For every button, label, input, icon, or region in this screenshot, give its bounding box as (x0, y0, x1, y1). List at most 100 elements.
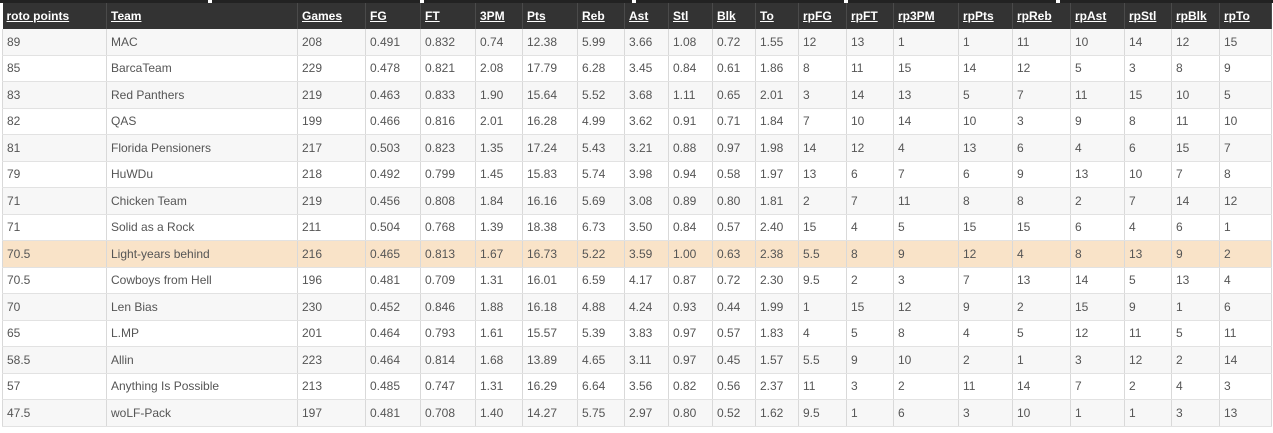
table-row[interactable]: 58.5 Allin 223 0.464 0.814 1.68 13.89 4.65 3.11 0… (2, 346, 1272, 374)
table-row[interactable]: 71 Chicken Team 219 0.456 0.808 1.84 16.16 5.69… (2, 187, 1272, 215)
table-row[interactable]: 82 QAS 199 0.466 0.816 2.01 16.28 4.99 3.62 0.91 0… (2, 108, 1272, 135)
cell-blk: 0.71 (712, 108, 756, 135)
cell-rpto: 15 (1219, 29, 1272, 56)
column-header-roto-points[interactable]: roto points (2, 3, 107, 29)
column-header-rpto[interactable]: rpTo (1219, 3, 1272, 29)
table-row[interactable]: 70.5 Light-years behind 216 0.465 0.813 1.67 1… (2, 240, 1272, 268)
table-row[interactable]: 85 BarcaTeam 229 0.478 0.821 2.08 17.79 6.28 3.4… (2, 55, 1272, 82)
cell-rpblk: 14 (1171, 187, 1220, 215)
column-header-to[interactable]: To (755, 3, 799, 29)
column-header-rpfg[interactable]: rpFG (798, 3, 847, 29)
column-header-rpast[interactable]: rpAst (1070, 3, 1125, 29)
table-row[interactable]: 57 Anything Is Possible 213 0.485 0.747 1.31 1… (2, 373, 1272, 400)
cell-3pm: 1.67 (475, 240, 523, 268)
cell-rppts: 13 (958, 134, 1013, 162)
cell-rpto: 2 (1219, 240, 1272, 268)
cell-rpblk: 9 (1171, 240, 1220, 268)
cell-rpreb: 7 (1012, 81, 1071, 109)
column-header-reb[interactable]: Reb (577, 3, 625, 29)
cell-rp3pm: 5 (893, 214, 959, 241)
cell-rppts: 15 (958, 214, 1013, 241)
cell-games: 211 (297, 214, 366, 241)
cell-rpast: 11 (1070, 81, 1125, 109)
cell-ft: 0.747 (420, 373, 476, 400)
cell-ast: 3.68 (624, 81, 669, 109)
cell-stl: 1.11 (668, 81, 713, 109)
cell-rpfg: 14 (798, 134, 847, 162)
table-row[interactable]: 89 MAC 208 0.491 0.832 0.74 12.38 5.99 3.66 1.08 0… (2, 29, 1272, 56)
table-row[interactable]: 70.5 Cowboys from Hell 196 0.481 0.709 1.31 16… (2, 267, 1272, 294)
top-border-strip (0, 0, 1273, 4)
cell-roto-points: 47.5 (2, 399, 107, 427)
cell-rppts: 2 (958, 346, 1013, 374)
cell-games: 217 (297, 134, 366, 162)
cell-reb: 5.99 (577, 29, 625, 56)
cell-rpast: 4 (1070, 134, 1125, 162)
cell-rpft: 1 (846, 399, 894, 427)
cell-roto-points: 70.5 (2, 267, 107, 294)
column-header-blk[interactable]: Blk (712, 3, 756, 29)
cell-blk: 0.80 (712, 187, 756, 215)
column-header-stl[interactable]: Stl (668, 3, 713, 29)
cell-rpreb: 8 (1012, 187, 1071, 215)
column-header-rpstl[interactable]: rpStl (1124, 3, 1172, 29)
column-header-3pm[interactable]: 3PM (475, 3, 523, 29)
cell-reb: 5.39 (577, 320, 625, 347)
column-header-rpblk[interactable]: rpBlk (1171, 3, 1220, 29)
table-row[interactable]: 47.5 woLF-Pack 197 0.481 0.708 1.40 14.27 5.75 2… (2, 399, 1272, 427)
cell-to: 2.38 (755, 240, 799, 268)
cell-fg: 0.481 (365, 399, 421, 427)
cell-rpast: 15 (1070, 293, 1125, 321)
cell-rpreb: 12 (1012, 55, 1071, 82)
cell-to: 1.55 (755, 29, 799, 56)
cell-blk: 0.44 (712, 293, 756, 321)
cell-roto-points: 70 (2, 293, 107, 321)
cell-rppts: 9 (958, 293, 1013, 321)
cell-stl: 0.94 (668, 161, 713, 188)
cell-rpft: 14 (846, 81, 894, 109)
cell-roto-points: 79 (2, 161, 107, 188)
cell-rpft: 6 (846, 161, 894, 188)
cell-rpstl: 14 (1124, 29, 1172, 56)
column-header-rppts[interactable]: rpPts (958, 3, 1013, 29)
cell-rppts: 3 (958, 399, 1013, 427)
cell-rpblk: 15 (1171, 134, 1220, 162)
cell-games: 219 (297, 187, 366, 215)
cell-stl: 0.80 (668, 399, 713, 427)
cell-rpfg: 15 (798, 214, 847, 241)
cell-to: 2.30 (755, 267, 799, 294)
column-header-rpft[interactable]: rpFT (846, 3, 894, 29)
cell-reb: 5.43 (577, 134, 625, 162)
cell-ft: 0.833 (420, 81, 476, 109)
column-header-games[interactable]: Games (297, 3, 366, 29)
table-row[interactable]: 83 Red Panthers 219 0.463 0.833 1.90 15.64 5.52… (2, 81, 1272, 109)
cell-pts: 15.64 (522, 81, 578, 109)
table-row[interactable]: 81 Florida Pensioners 217 0.503 0.823 1.35 17.… (2, 134, 1272, 162)
cell-rpreb: 13 (1012, 267, 1071, 294)
column-header-ast[interactable]: Ast (624, 3, 669, 29)
column-header-rp3pm[interactable]: rp3PM (893, 3, 959, 29)
cell-rpreb: 11 (1012, 29, 1071, 56)
cell-games: 218 (297, 161, 366, 188)
column-header-fg[interactable]: FG (365, 3, 421, 29)
table-row[interactable]: 79 HuWDu 218 0.492 0.799 1.45 15.83 5.74 3.98 0.9… (2, 161, 1272, 188)
table-row[interactable]: 65 L.MP 201 0.464 0.793 1.61 15.57 5.39 3.83 0.97… (2, 320, 1272, 347)
cell-roto-points: 57 (2, 373, 107, 400)
table-row[interactable]: 70 Len Bias 230 0.452 0.846 1.88 16.18 4.88 4.24… (2, 293, 1272, 321)
cell-rppts: 5 (958, 81, 1013, 109)
cell-3pm: 1.39 (475, 214, 523, 241)
cell-rpfg: 3 (798, 81, 847, 109)
cell-stl: 1.08 (668, 29, 713, 56)
cell-blk: 0.61 (712, 55, 756, 82)
cell-ast: 3.11 (624, 346, 669, 374)
cell-fg: 0.485 (365, 373, 421, 400)
column-header-pts[interactable]: Pts (522, 3, 578, 29)
cell-stl: 0.97 (668, 320, 713, 347)
column-header-team[interactable]: Team (106, 3, 298, 29)
table-row[interactable]: 71 Solid as a Rock 211 0.504 0.768 1.39 18.38 6… (2, 214, 1272, 241)
cell-rpto: 12 (1219, 187, 1272, 215)
column-header-ft[interactable]: FT (420, 3, 476, 29)
column-header-rpreb[interactable]: rpReb (1012, 3, 1071, 29)
cell-to: 1.97 (755, 161, 799, 188)
cell-roto-points: 70.5 (2, 240, 107, 268)
